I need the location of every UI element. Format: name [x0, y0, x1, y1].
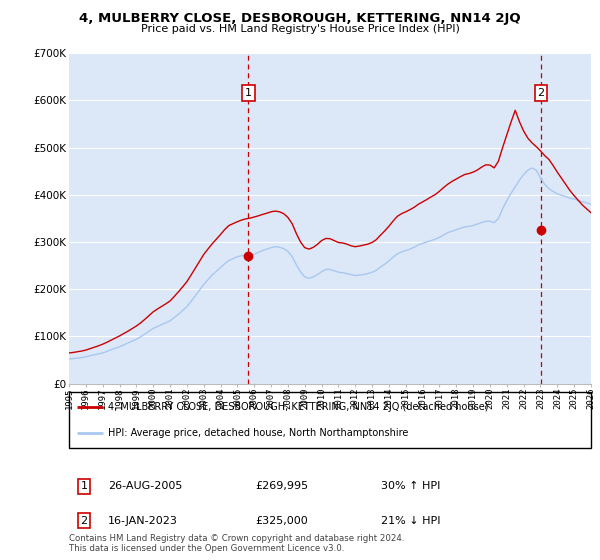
- Text: 4, MULBERRY CLOSE, DESBOROUGH, KETTERING, NN14 2JQ: 4, MULBERRY CLOSE, DESBOROUGH, KETTERING…: [79, 12, 521, 25]
- Text: 2: 2: [80, 516, 88, 526]
- Text: £325,000: £325,000: [255, 516, 308, 526]
- Text: 30% ↑ HPI: 30% ↑ HPI: [381, 481, 440, 491]
- Text: 26-AUG-2005: 26-AUG-2005: [108, 481, 182, 491]
- Text: 4, MULBERRY CLOSE, DESBOROUGH, KETTERING, NN14 2JQ (detached house): 4, MULBERRY CLOSE, DESBOROUGH, KETTERING…: [108, 402, 488, 412]
- Text: 1: 1: [245, 88, 252, 98]
- Text: 2: 2: [538, 88, 545, 98]
- Text: Price paid vs. HM Land Registry's House Price Index (HPI): Price paid vs. HM Land Registry's House …: [140, 24, 460, 34]
- Text: 1: 1: [80, 481, 88, 491]
- Text: 16-JAN-2023: 16-JAN-2023: [108, 516, 178, 526]
- Text: 21% ↓ HPI: 21% ↓ HPI: [381, 516, 440, 526]
- Text: Contains HM Land Registry data © Crown copyright and database right 2024.
This d: Contains HM Land Registry data © Crown c…: [69, 534, 404, 553]
- Text: £269,995: £269,995: [255, 481, 308, 491]
- Text: HPI: Average price, detached house, North Northamptonshire: HPI: Average price, detached house, Nort…: [108, 428, 409, 438]
